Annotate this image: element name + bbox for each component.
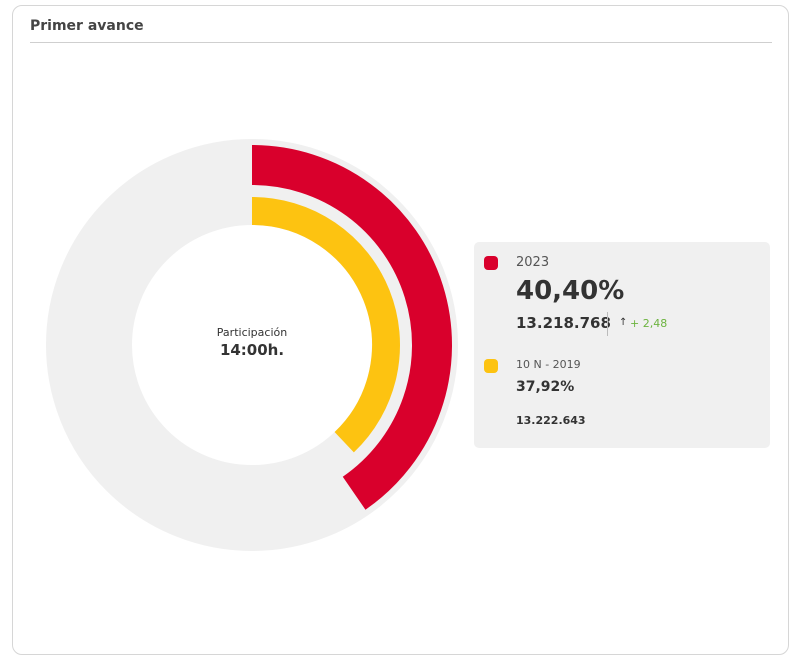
- legend-percent-2023: 40,40%: [516, 276, 625, 306]
- legend-votes-2023: 13.218.768: [516, 314, 611, 332]
- donut-center: Participación 14:00h.: [192, 326, 312, 359]
- arrow-up-icon: ↑: [619, 317, 628, 328]
- legend-change-2023: + 2,48: [630, 317, 668, 330]
- legend-separator: [607, 312, 608, 336]
- arc-2019: [251, 197, 400, 453]
- legend-panel: 2023 40,40% 13.218.768 ↑ + 2,48 10 N - 2…: [474, 242, 770, 448]
- title-divider: [30, 42, 772, 43]
- legend-swatch-2023: [484, 256, 498, 270]
- center-label: Participación: [216, 326, 288, 339]
- arc-2023: [251, 145, 452, 510]
- legend-label-2019: 10 N - 2019: [516, 358, 581, 371]
- legend-percent-2019: 37,92%: [516, 379, 575, 395]
- legend-votes-2019: 13.222.643: [516, 414, 586, 427]
- center-time: 14:00h.: [219, 341, 285, 359]
- panel-title: Primer avance: [30, 18, 144, 34]
- legend-swatch-2019: [484, 359, 498, 373]
- legend-label-2023: 2023: [516, 255, 550, 270]
